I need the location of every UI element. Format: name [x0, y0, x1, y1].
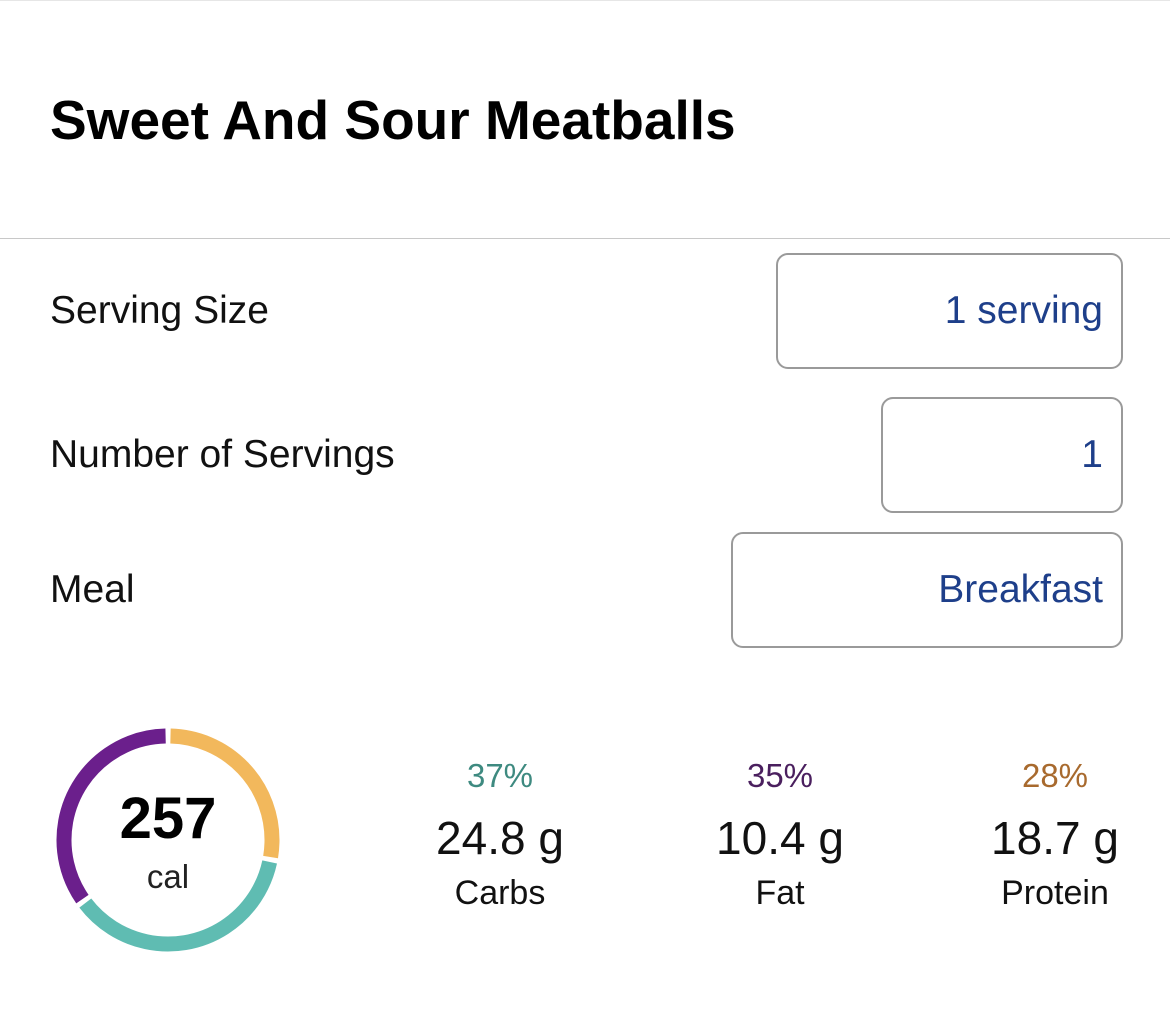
- meal-label: Meal: [50, 568, 135, 611]
- protein-percent: 28%: [1021, 757, 1089, 794]
- number-of-servings-value: 1: [1081, 433, 1103, 476]
- fat-grams: 10.4 g: [716, 812, 844, 864]
- serving-size-label: Serving Size: [50, 289, 269, 332]
- protein-label: Protein: [1001, 874, 1109, 912]
- macro-protein: 28% 18.7 g Protein: [940, 755, 1170, 915]
- calories-unit: cal: [146, 858, 190, 895]
- fat-label: Fat: [755, 874, 805, 912]
- carbs-percent: 37%: [466, 757, 534, 794]
- serving-size-field[interactable]: 1 serving: [776, 253, 1123, 369]
- serving-size-value: 1 serving: [944, 289, 1103, 332]
- carbs-grams: 24.8 g: [436, 812, 564, 864]
- calories-value: 257: [119, 786, 217, 851]
- protein-grams: 18.7 g: [991, 812, 1119, 864]
- macro-ring-chart: [56, 728, 280, 952]
- fat-percent: 35%: [746, 757, 814, 794]
- meal-field[interactable]: Breakfast: [731, 532, 1123, 648]
- carbs-label: Carbs: [454, 874, 546, 912]
- number-of-servings-field[interactable]: 1: [881, 397, 1123, 513]
- number-of-servings-label: Number of Servings: [50, 433, 395, 476]
- macro-carbs: 37% 24.8 g Carbs: [385, 755, 615, 915]
- page-title: Sweet And Sour Meatballs: [50, 89, 736, 151]
- meal-value: Breakfast: [938, 568, 1103, 611]
- macro-fat: 35% 10.4 g Fat: [665, 755, 895, 915]
- header-divider: [0, 238, 1170, 239]
- top-border: [0, 0, 1170, 1]
